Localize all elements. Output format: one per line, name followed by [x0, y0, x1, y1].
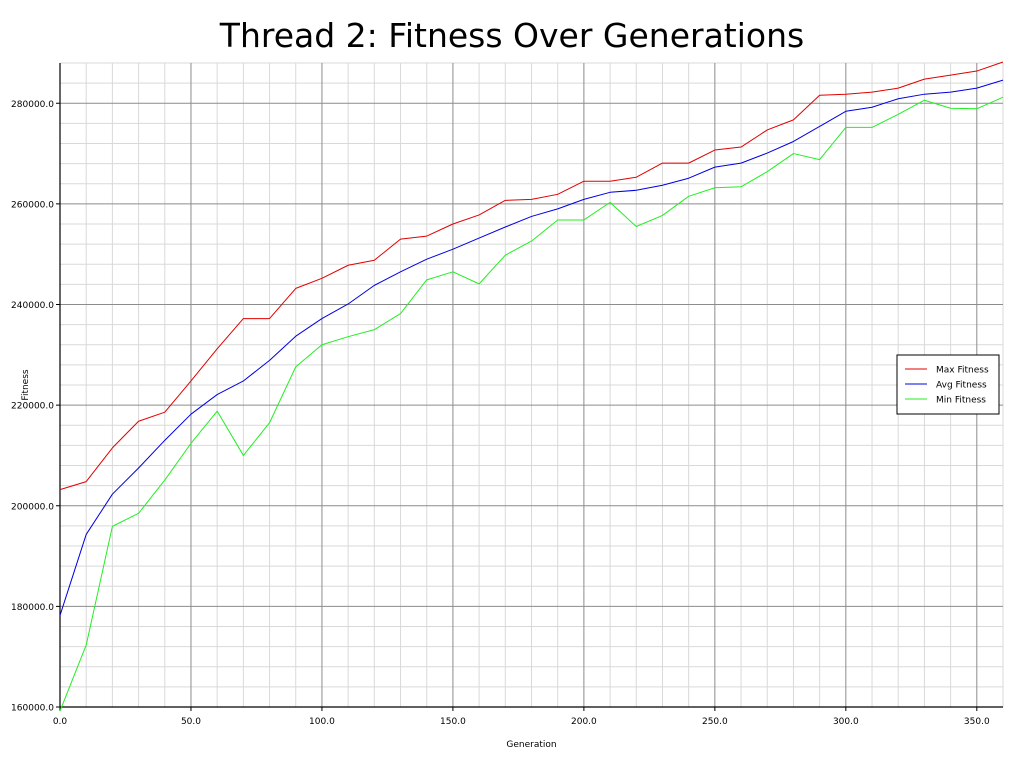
min-fitness-line [59, 96, 1004, 712]
legend-label-avg-fitness: Avg Fitness [936, 381, 987, 391]
minor-grid [60, 62, 1004, 707]
major-grid [59, 63, 1003, 708]
x-tick-label: 0.0 [53, 717, 68, 727]
x-axis-title: Generation [506, 740, 556, 750]
y-axis-title: Fitness [21, 369, 31, 400]
y-tick-label: 160000.0 [11, 704, 54, 714]
x-tick-label: 150.0 [440, 717, 466, 727]
y-tick-label: 280000.0 [11, 100, 54, 110]
y-tick-label: 240000.0 [11, 301, 54, 311]
x-tick-label: 200.0 [571, 717, 597, 727]
x-tick-label: 50.0 [181, 717, 201, 727]
x-tick-label: 250.0 [702, 717, 728, 727]
y-tick-label: 260000.0 [11, 200, 54, 210]
y-tick-label: 220000.0 [11, 402, 54, 412]
legend: Max Fitness Avg Fitness Min Fitness [896, 354, 1000, 415]
chart-title: Thread 2: Fitness Over Generations [219, 16, 805, 55]
series-lines [59, 61, 1004, 712]
legend-label-min-fitness: Min Fitness [936, 396, 986, 406]
avg-fitness-line [59, 79, 1004, 616]
x-tick-label: 300.0 [833, 717, 859, 727]
x-tick-label: 100.0 [309, 717, 335, 727]
y-tick-label: 200000.0 [11, 502, 54, 512]
legend-label-max-fitness: Max Fitness [936, 366, 989, 376]
y-axis-ticks: 160000.0 180000.0 200000.0 220000.0 240000.0… [11, 100, 60, 714]
max-fitness-line [59, 61, 1004, 491]
x-axis-ticks: 0.0 50.0 100.0 150.0 200.0 250.0 300.0 350.0 [53, 707, 990, 727]
x-tick-label: 350.0 [964, 717, 990, 727]
y-tick-label: 180000.0 [11, 603, 54, 613]
